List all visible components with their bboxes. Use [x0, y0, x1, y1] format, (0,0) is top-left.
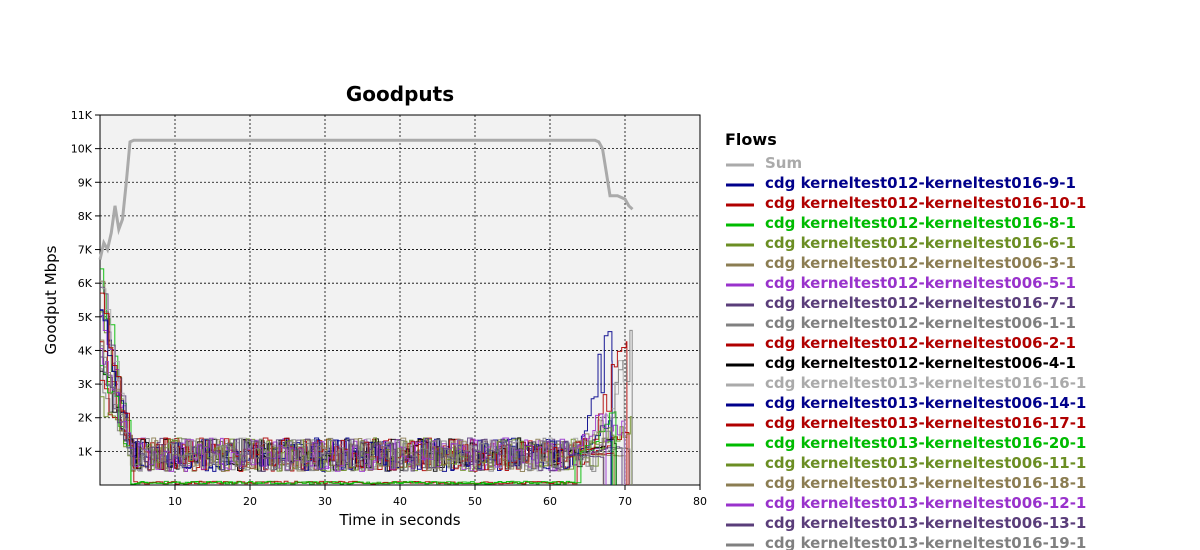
- legend-entry-label: cdg kerneltest013-kerneltest016-19-1: [765, 534, 1086, 550]
- y-tick-label: 2K: [78, 412, 93, 425]
- legend-entry-label: cdg kerneltest012-kerneltest016-8-1: [765, 214, 1076, 232]
- y-tick-label: 5K: [78, 311, 93, 324]
- flow-series-line: [100, 348, 607, 485]
- legend-entry-label: cdg kerneltest012-kerneltest006-5-1: [765, 274, 1076, 292]
- legend-entry-label: cdg kerneltest013-kerneltest016-17-1: [765, 414, 1086, 432]
- x-tick-label: 50: [468, 495, 482, 508]
- legend-entry-label: cdg kerneltest012-kerneltest016-9-1: [765, 174, 1076, 192]
- flow-series-lines: [100, 268, 633, 485]
- x-tick-label: 80: [693, 495, 707, 508]
- legend-entry-label: cdg kerneltest012-kerneltest006-4-1: [765, 354, 1076, 372]
- y-tick-label: 7K: [78, 244, 93, 257]
- y-tick-label: 3K: [78, 378, 93, 391]
- flow-series-line: [100, 329, 633, 485]
- y-tick-label: 10K: [71, 143, 93, 156]
- y-tick-label: 4K: [78, 344, 93, 357]
- legend-entry-label: cdg kerneltest012-kerneltest016-7-1: [765, 294, 1076, 312]
- sum-series-line: [98, 138, 634, 260]
- legend-entry-label: cdg kerneltest012-kerneltest006-3-1: [765, 254, 1076, 272]
- legend-entry-label: cdg kerneltest013-kerneltest006-12-1: [765, 494, 1086, 512]
- y-tick-label: 6K: [78, 277, 93, 290]
- x-axis-label: Time in seconds: [338, 511, 460, 529]
- y-axis-ticks: 1K 2K 3K 4K 5K 6K 7K 8K 9K 10K 11K: [71, 109, 100, 458]
- legend-entry-label: cdg kerneltest013-kerneltest016-20-1: [765, 434, 1086, 452]
- y-tick-label: 1K: [78, 445, 93, 458]
- legend-title: Flows: [725, 130, 777, 149]
- legend-entry-label: Sum: [765, 154, 802, 172]
- legend-entry-label: cdg kerneltest013-kerneltest006-14-1: [765, 394, 1086, 412]
- x-tick-label: 70: [618, 495, 632, 508]
- y-axis-label: Goodput Mbps: [42, 245, 60, 354]
- legend-entry-label: cdg kerneltest013-kerneltest006-11-1: [765, 454, 1086, 472]
- x-tick-label: 10: [168, 495, 182, 508]
- legend-entry-label: cdg kerneltest013-kerneltest016-18-1: [765, 474, 1086, 492]
- x-tick-label: 40: [393, 495, 407, 508]
- chart-title: Goodputs: [346, 82, 454, 106]
- x-axis-ticks: 10 20 30 40 50 60 70 80: [168, 485, 707, 508]
- y-tick-label: 11K: [71, 109, 93, 122]
- x-tick-label: 60: [543, 495, 557, 508]
- legend-entry-label: cdg kerneltest012-kerneltest016-10-1: [765, 194, 1086, 212]
- flow-series-line: [100, 356, 605, 485]
- flow-series-line: [100, 365, 617, 485]
- legend-entry-label: cdg kerneltest013-kerneltest006-13-1: [765, 514, 1086, 532]
- x-tick-label: 30: [318, 495, 332, 508]
- legend-entry-label: cdg kerneltest013-kerneltest016-16-1: [765, 374, 1086, 392]
- legend-entry-label: cdg kerneltest012-kerneltest006-2-1: [765, 334, 1076, 352]
- y-tick-label: 8K: [78, 210, 93, 223]
- legend-entry-label: cdg kerneltest012-kerneltest016-6-1: [765, 234, 1076, 252]
- sum-line: [98, 138, 634, 260]
- legend: Sum cdg kerneltest012-kerneltest016-9-1 cd…: [726, 154, 1086, 550]
- legend-entry-label: cdg kerneltest012-kerneltest006-1-1: [765, 314, 1076, 332]
- y-tick-label: 9K: [78, 176, 93, 189]
- x-tick-label: 20: [243, 495, 257, 508]
